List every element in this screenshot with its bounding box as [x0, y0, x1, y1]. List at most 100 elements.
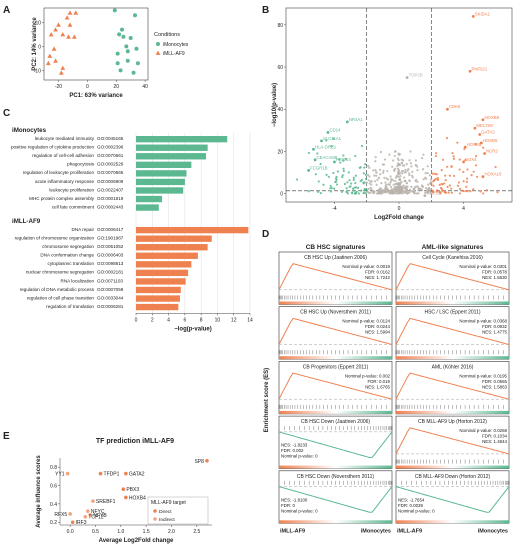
go-term-label: regulation of chromosome organization: [15, 236, 95, 241]
volcano-gene-point: [458, 168, 461, 171]
volcano-gene-point: [401, 172, 404, 175]
go-term-label: positive regulation of cytokine producti…: [11, 145, 94, 150]
volcano-gene-point: [409, 150, 412, 153]
volcano-gene-point: [382, 163, 386, 166]
tf-point-label: SP8: [194, 459, 204, 465]
go-term-label: regulation of translation: [46, 304, 94, 309]
volcano-gene-point: [330, 144, 333, 148]
volcano-gene-point: [317, 190, 320, 193]
volcano-gene-point: [465, 185, 468, 188]
gsea-plot-frame: [395, 415, 510, 469]
volcano-gene-point: [450, 165, 453, 168]
panel-b-label: B: [262, 5, 269, 16]
volcano-labeled-gene-point: [307, 168, 310, 172]
volcano-y-tick-label: 60: [277, 65, 283, 71]
volcano-gene-point: [391, 165, 394, 168]
volcano-labeled-gene-point: [312, 147, 315, 151]
volcano-gene-point: [383, 158, 387, 161]
tf-x-tick-label: 1.0: [117, 529, 124, 535]
volcano-gene-point: [354, 186, 358, 189]
volcano-gene-point: [343, 182, 347, 186]
volcano-gene-point: [364, 192, 367, 195]
gsea-enrichment-curve: [395, 486, 510, 513]
volcano-labeled-gene-point: [345, 120, 349, 124]
volcano-gene-point: [329, 187, 332, 190]
pca-y-axis-title: PC2: 14% variance: [32, 17, 38, 71]
go-enrichment-bar: [136, 187, 184, 194]
volcano-gene-point: [325, 139, 328, 142]
volcano-gene-point: [329, 190, 333, 193]
go-term-label: regulation of cell-cell adhesion: [32, 153, 94, 158]
volcano-gene-point: [354, 181, 357, 185]
go-id-label: GO:0006281: [97, 304, 124, 309]
gsea-plot-title: CB HSC Down (Noversthern 2011): [297, 474, 374, 480]
gsea-stat-text: NES: 1.7242: [365, 275, 390, 280]
volcano-gene-point: [412, 188, 416, 191]
volcano-gene-point: [395, 186, 398, 189]
volcano-gene-point: [443, 191, 446, 194]
pca-legend-title: Conditions: [154, 32, 180, 38]
gsea-stat-text: FDR: 0.0932: [482, 324, 507, 329]
volcano-gene-point: [399, 191, 402, 194]
volcano-gene-point: [398, 187, 402, 191]
volcano-gene-point: [373, 191, 376, 194]
volcano-labeled-gene-point: [446, 107, 449, 111]
volcano-gene-point: [333, 187, 336, 190]
volcano-gene-point: [482, 192, 485, 195]
volcano-gene-point: [438, 183, 441, 186]
gsea-enrichment-curve: [278, 431, 393, 459]
go-enrichment-bar: [136, 204, 159, 211]
gsea-plot-title: CB Progenitors (Eppert 2011): [303, 364, 369, 370]
volcano-gene-point: [374, 156, 377, 159]
volcano-gene-point: [344, 157, 347, 161]
volcano-gene-point: [380, 182, 383, 185]
volcano-gene-point: [341, 174, 344, 177]
volcano-gene-point: [319, 192, 322, 195]
volcano-gene-point: [393, 150, 397, 153]
tf-y-tick-label: 0.4: [50, 502, 57, 508]
volcano-gene-point: [389, 181, 392, 184]
volcano-gene-point: [332, 171, 335, 175]
volcano-gene-point: [397, 175, 400, 178]
pca-point-imonocytes: [115, 61, 120, 66]
volcano-gene-point: [400, 161, 403, 164]
volcano-gene-point: [494, 165, 497, 169]
volcano-gene-point: [409, 162, 413, 165]
go-enrichment-bar: [136, 178, 185, 186]
go-id-label: GO:0071103: [97, 278, 123, 283]
volcano-gene-point: [458, 158, 461, 161]
tf-point: [98, 471, 103, 476]
volcano-gene-point: [440, 182, 443, 186]
gsea-enrichment-curve: [278, 372, 393, 400]
go-term-label: regulation of cell phase transition: [27, 295, 95, 300]
volcano-gene-point: [441, 189, 444, 192]
go-term-label: nuclear chromosome segregation: [26, 270, 95, 275]
volcano-gene-point: [379, 189, 382, 192]
volcano-labeled-gene-point: [405, 76, 409, 79]
volcano-gene-point: [399, 174, 402, 178]
volcano-point-cloud: [296, 136, 499, 195]
tf-point-label: TFDP1: [104, 472, 120, 478]
tf-point: [124, 471, 128, 476]
go-x-tick-label: 0: [135, 317, 138, 323]
volcano-gene-point: [458, 192, 462, 195]
gsea-rank-metric-bar: [396, 301, 509, 305]
volcano-gene-point: [496, 191, 499, 194]
volcano-gene-point: [395, 192, 399, 195]
gsea-plot-title: CB HSC Up (Noversthern 2011): [300, 310, 371, 316]
pca-point-imll-af9: [47, 53, 53, 58]
gsea-stat-text: Nominal p-value: 0.002: [345, 373, 391, 378]
volcano-gene-point: [368, 182, 371, 185]
gsea-plot-frame: [278, 415, 393, 469]
go-enrichment-bar: [136, 153, 207, 160]
pca-point-imll-af9: [60, 32, 66, 37]
pca-point-imll-af9: [56, 22, 61, 27]
volcano-gene-point: [397, 189, 401, 192]
volcano-gene-point: [448, 184, 451, 187]
volcano-gene-point: [386, 170, 389, 173]
volcano-gene-point: [339, 161, 342, 164]
tf-point-label: NFYC: [91, 509, 105, 515]
volcano-gene-point: [394, 176, 398, 179]
gsea-stat-text: NES: -1.7654: [398, 497, 425, 502]
tf-point-label: NFYB: [93, 513, 107, 519]
